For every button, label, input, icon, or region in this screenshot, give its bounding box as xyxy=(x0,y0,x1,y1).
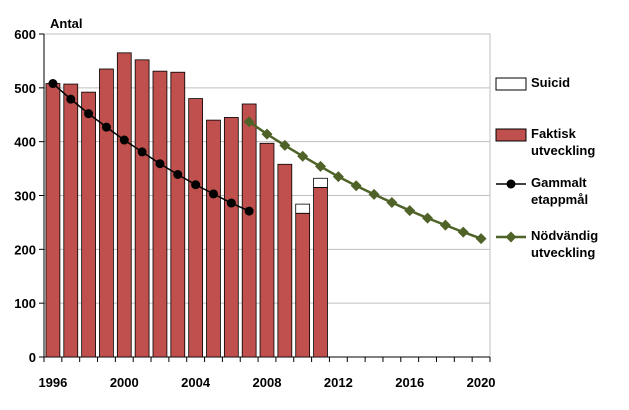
legend-label-line: Faktisk xyxy=(531,126,577,141)
bar-layer xyxy=(45,52,328,358)
needed-point-2010 xyxy=(297,150,309,162)
y-tick-label-200: 200 xyxy=(14,242,36,257)
bar-1999 xyxy=(99,68,114,358)
old-goal-point-2001 xyxy=(137,147,147,157)
legend-swatch-old-marker xyxy=(506,179,516,189)
suicid-bar-2010 xyxy=(295,203,311,214)
old-goal-point-2003 xyxy=(173,170,183,180)
needed-point-2017 xyxy=(422,212,434,224)
old-goal-point-1999 xyxy=(101,122,111,132)
bar-2004 xyxy=(188,98,203,358)
old-goal-point-1998 xyxy=(84,109,94,119)
x-tick-label-2000: 2000 xyxy=(110,375,139,390)
y-tick-label-100: 100 xyxy=(14,296,36,311)
needed-point-2020 xyxy=(475,233,487,245)
needed-point-2008 xyxy=(261,128,273,140)
y-axis-title: Antal xyxy=(50,16,83,31)
y-tick-label-500: 500 xyxy=(14,81,36,96)
x-tick-label-2016: 2016 xyxy=(395,375,424,390)
legend-label-line: Suicid xyxy=(531,75,570,90)
suicid-bar-2011 xyxy=(313,177,328,188)
old-goal-point-1997 xyxy=(66,94,76,104)
needed-point-2014 xyxy=(368,188,380,200)
legend-label-2: Gammalt etappmål xyxy=(531,175,588,207)
bar-2007 xyxy=(241,103,257,358)
bar-2003 xyxy=(170,71,186,358)
legend-swatch-suicid xyxy=(495,77,527,91)
x-tick-label-2004: 2004 xyxy=(181,375,211,390)
bar-2001 xyxy=(134,59,150,358)
legend-label-line: Nödvändig xyxy=(531,228,598,243)
legend-label-line: utveckling xyxy=(531,245,595,260)
legend: Suicid Faktisk utveckling Gammalt etappmål Nö… xyxy=(495,75,598,260)
needed-point-2011 xyxy=(315,160,327,172)
bar-2010 xyxy=(295,212,311,358)
legend-label-1: Faktisk utveckling xyxy=(531,126,595,158)
needed-point-2015 xyxy=(386,196,398,208)
bar-2002 xyxy=(152,70,168,358)
bar-2011 xyxy=(313,187,328,358)
x-tick-label-2020: 2020 xyxy=(467,375,496,390)
needed-point-2013 xyxy=(350,180,362,192)
bar-2000 xyxy=(116,52,132,358)
legend-label-line: Gammalt xyxy=(531,175,587,190)
old-goal-point-2006 xyxy=(226,198,236,208)
legend-swatch-faktisk xyxy=(495,128,527,142)
legend-label-3: Nödvändig utveckling xyxy=(531,228,598,260)
bar-2006 xyxy=(223,117,239,358)
bar-2009 xyxy=(277,163,293,358)
bar-2005 xyxy=(206,119,221,358)
old-goal-point-2004 xyxy=(191,180,201,190)
old-goal-point-2007 xyxy=(244,206,254,216)
y-tick-label-300: 300 xyxy=(14,189,36,204)
legend-label-line: etappmål xyxy=(531,192,588,207)
needed-point-2012 xyxy=(332,171,344,183)
old-goal-point-2000 xyxy=(119,135,129,145)
x-tick-label-1996: 1996 xyxy=(38,375,67,390)
line-layer xyxy=(48,79,487,245)
needed-point-2009 xyxy=(279,139,291,151)
tick-layer: 0 100 200 300 400 500 600 1996 2000 2004 2008 2012 2… xyxy=(14,27,495,390)
legend-label-line: utveckling xyxy=(531,143,595,158)
bar-1997 xyxy=(63,83,79,358)
old-goal-point-2002 xyxy=(155,159,165,169)
needed-point-2018 xyxy=(439,219,451,231)
bar-1998 xyxy=(81,91,96,358)
needed-point-2016 xyxy=(404,205,416,217)
old-goal-point-2005 xyxy=(208,189,218,199)
bar-1996 xyxy=(45,83,61,358)
needed-point-2007 xyxy=(243,116,255,128)
x-tick-label-2012: 2012 xyxy=(324,375,353,390)
y-tick-label-0: 0 xyxy=(29,350,36,365)
x-tick-label-2008: 2008 xyxy=(253,375,282,390)
bar-2008 xyxy=(259,142,275,358)
y-tick-label-600: 600 xyxy=(14,27,36,42)
y-tick-label-400: 400 xyxy=(14,135,36,150)
old-goal-point-1996 xyxy=(48,79,58,89)
needed-point-2019 xyxy=(457,226,469,238)
legend-label-0: Suicid xyxy=(531,75,570,90)
legend-swatch-new-marker xyxy=(505,231,517,243)
